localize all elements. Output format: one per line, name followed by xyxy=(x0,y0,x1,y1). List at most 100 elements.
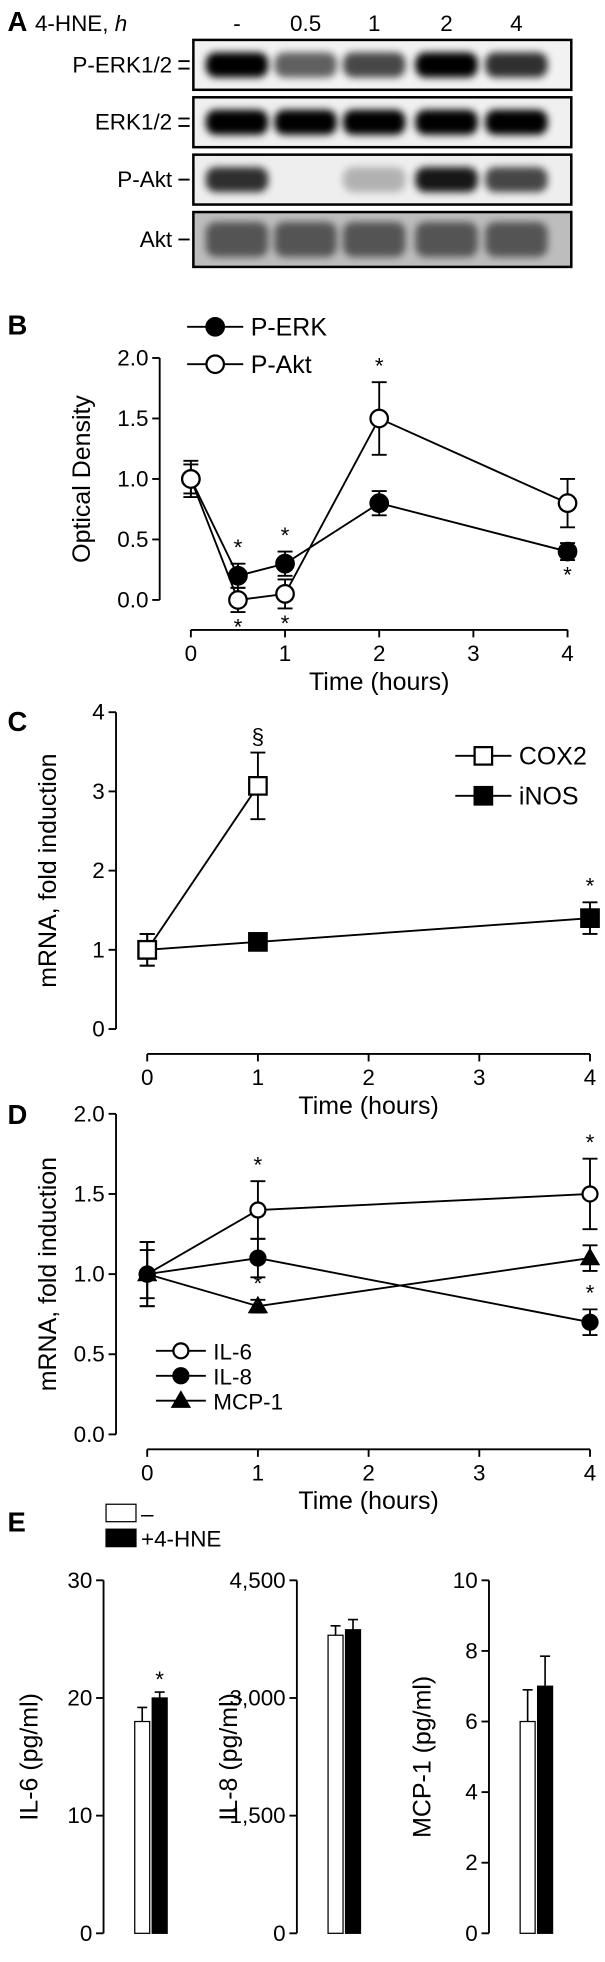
marker xyxy=(248,776,268,796)
lane-label: 1 xyxy=(368,11,380,36)
treatment-name: 4-HNE, xyxy=(35,11,115,36)
y-tick-label: 3 xyxy=(92,779,104,804)
bar xyxy=(519,1720,536,1934)
significance-mark: * xyxy=(155,1667,164,1692)
x-axis-label: Time (hours) xyxy=(298,1092,438,1120)
band xyxy=(343,167,406,193)
band xyxy=(415,52,478,78)
marker xyxy=(249,1249,267,1267)
x-tick-label: 3 xyxy=(467,641,479,666)
marker xyxy=(557,541,578,562)
bar xyxy=(151,1697,168,1934)
marker xyxy=(205,316,226,337)
y-tick-label: 10 xyxy=(453,1568,478,1593)
y-tick-label: 8 xyxy=(465,1638,477,1663)
marker xyxy=(170,1390,192,1408)
marker xyxy=(249,1201,267,1219)
legend-swatch xyxy=(105,1503,137,1523)
y-axis-label: IL-8 (pg/ml) xyxy=(215,1693,243,1821)
x-tick-label: 1 xyxy=(279,641,291,666)
x-tick-label: 4 xyxy=(584,1461,596,1486)
band xyxy=(205,222,269,257)
legend-label: IL-6 xyxy=(213,1340,252,1365)
y-tick-label: 4,500 xyxy=(230,1568,286,1593)
x-tick-label: 0 xyxy=(141,1461,153,1486)
legend-label: – xyxy=(141,1502,154,1527)
x-tick-label: 0 xyxy=(141,1065,153,1090)
significance-mark: * xyxy=(586,874,595,899)
marker xyxy=(137,939,158,960)
significance-mark: § xyxy=(252,724,264,749)
x-tick-label: 4 xyxy=(584,1065,596,1090)
lane-label: - xyxy=(233,11,240,36)
x-tick-label: 4 xyxy=(561,641,573,666)
marker xyxy=(172,1367,190,1385)
y-tick-label: 1.5 xyxy=(117,406,148,431)
marker xyxy=(228,565,248,586)
series-line xyxy=(147,917,591,951)
legend-label: iNOS xyxy=(519,783,579,811)
marker xyxy=(205,354,226,375)
error-bar xyxy=(154,1691,165,1698)
y-axis-label: mRNA, fold induction xyxy=(34,753,62,987)
legend-label: IL-8 xyxy=(213,1365,252,1390)
error-bar xyxy=(522,1688,533,1722)
significance-mark: * xyxy=(281,611,290,636)
significance-mark: * xyxy=(234,535,243,560)
error-bar xyxy=(330,1625,341,1636)
band xyxy=(205,109,269,135)
x-axis-label: Time (hours) xyxy=(298,1487,438,1515)
y-tick-label: 0.0 xyxy=(74,1422,105,1447)
y-tick-label: 2 xyxy=(465,1850,477,1875)
y-axis-label: Optical Density xyxy=(68,395,96,563)
band xyxy=(274,109,337,135)
error-bar xyxy=(540,1655,551,1687)
row-label: P-ERK1/2 xyxy=(72,52,172,77)
bar xyxy=(344,1629,362,1934)
y-tick-label: 10 xyxy=(67,1803,92,1828)
marker xyxy=(137,1263,158,1282)
x-tick-label: 1 xyxy=(252,1461,264,1486)
y-tick-label: 0 xyxy=(80,1921,92,1946)
legend-swatch xyxy=(105,1528,137,1548)
band xyxy=(485,52,548,78)
y-tick-label: 0.5 xyxy=(117,527,148,552)
band xyxy=(343,222,406,257)
panel-letter: C xyxy=(8,706,28,737)
bar xyxy=(536,1685,554,1934)
y-tick-label: 1.5 xyxy=(74,1181,105,1206)
series-line xyxy=(146,785,259,951)
treatment-label: 4-HNE, h xyxy=(35,11,127,36)
y-tick-label: 2.0 xyxy=(117,345,148,370)
lane-label: 0.5 xyxy=(290,11,321,36)
significance-mark: * xyxy=(254,1271,263,1296)
x-tick-label: 2 xyxy=(362,1461,374,1486)
y-tick-label: 1,500 xyxy=(230,1803,286,1828)
y-tick-label: 30 xyxy=(67,1568,92,1593)
legend-label: COX2 xyxy=(519,743,587,771)
marker xyxy=(248,932,268,952)
y-tick-label: 0 xyxy=(92,1017,104,1042)
panel-letter: D xyxy=(8,1099,28,1130)
band xyxy=(485,222,548,257)
band xyxy=(485,167,548,193)
band xyxy=(274,52,337,78)
band xyxy=(343,52,406,78)
y-tick-label: 6 xyxy=(465,1709,477,1734)
y-tick-label: 1 xyxy=(92,937,104,962)
x-tick-label: 2 xyxy=(362,1065,374,1090)
lane-label: 4 xyxy=(510,11,522,36)
panel-letter: E xyxy=(8,1507,26,1538)
y-axis-label: IL-6 (pg/ml) xyxy=(15,1693,43,1821)
band xyxy=(205,167,269,193)
error-bar xyxy=(137,1706,148,1722)
x-tick-label: 1 xyxy=(252,1065,264,1090)
series-line xyxy=(146,1193,591,1275)
y-tick-label: 3,000 xyxy=(230,1685,286,1710)
marker xyxy=(580,908,600,928)
marker xyxy=(275,553,295,574)
significance-mark: * xyxy=(254,1152,263,1177)
x-tick-label: 0 xyxy=(185,641,197,666)
